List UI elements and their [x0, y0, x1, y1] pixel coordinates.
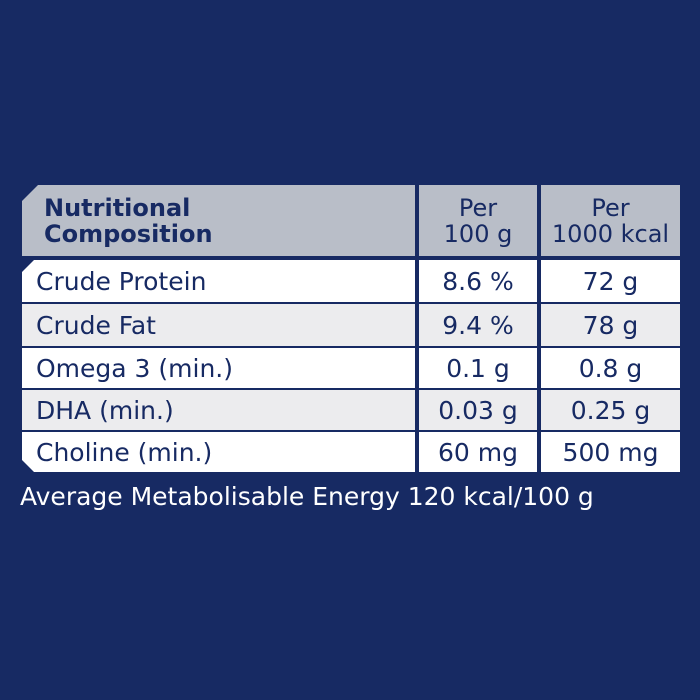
footer-note: Average Metabolisable Energy 120 kcal/10… [20, 482, 594, 511]
table-cell: Choline (min.) [22, 432, 415, 472]
cell-text: 78 g [582, 310, 639, 340]
table-cell: 78 g [541, 304, 680, 346]
table-cell: 72 g [541, 260, 680, 302]
table-cell: 60 mg [419, 432, 537, 472]
cell-text: 0.25 g [570, 395, 651, 425]
cell-text: Omega 3 (min.) [36, 353, 233, 383]
table-cell: 0.25 g [541, 390, 680, 430]
header-text: Nutritional [44, 193, 191, 222]
table-cell: 9.4 % [419, 304, 537, 346]
table-cell: 500 mg [541, 432, 680, 472]
cell-text: 8.6 % [442, 266, 514, 296]
header-text: 1000 kcal [551, 219, 670, 248]
header-cell: Per 1000 kcal [541, 185, 680, 256]
cell-text: Crude Protein [36, 266, 207, 296]
table-cell: Crude Protein [22, 260, 415, 302]
cell-text: DHA (min.) [36, 395, 174, 425]
header-text: 100 g [443, 219, 513, 248]
cell-text: Crude Fat [36, 310, 156, 340]
table-cell: 0.03 g [419, 390, 537, 430]
header-cell: Per 100 g [419, 185, 537, 256]
table-cell: 0.8 g [541, 348, 680, 388]
cell-text: 0.1 g [446, 353, 510, 383]
table-cell: 8.6 % [419, 260, 537, 302]
header-text: Per [458, 193, 498, 222]
table-cell: 0.1 g [419, 348, 537, 388]
cell-text: 500 mg [562, 437, 659, 467]
header-text: Composition [44, 219, 213, 248]
table-cell: Omega 3 (min.) [22, 348, 415, 388]
table-cell: DHA (min.) [22, 390, 415, 430]
cell-text: 72 g [582, 266, 639, 296]
cell-text: 0.8 g [578, 353, 643, 383]
cell-text: 60 mg [438, 437, 518, 467]
header-text: Per [591, 193, 630, 222]
cell-text: 9.4 % [442, 310, 514, 340]
cell-text: Choline (min.) [36, 437, 213, 467]
header-cell: Nutritional Composition [22, 185, 415, 256]
cell-text: 0.03 g [438, 395, 518, 425]
table-cell: Crude Fat [22, 304, 415, 346]
